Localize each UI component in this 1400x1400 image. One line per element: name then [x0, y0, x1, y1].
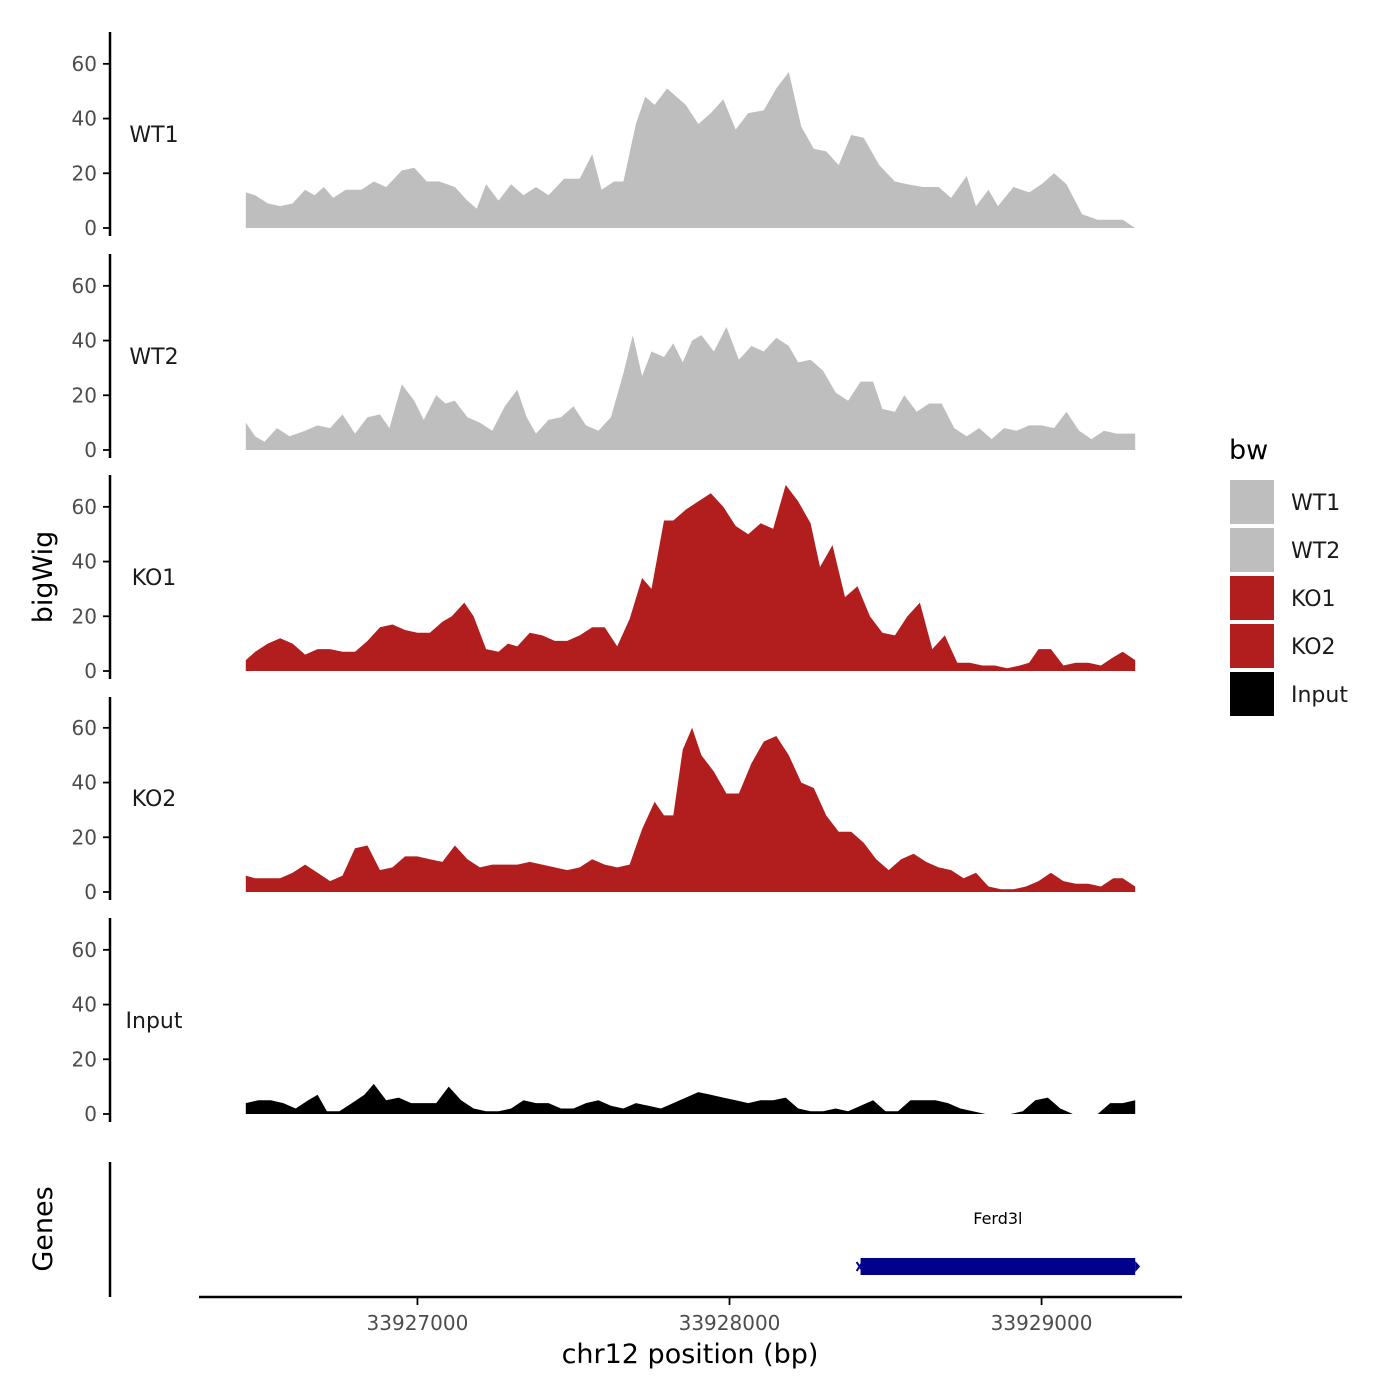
y-tick-label: 60 — [72, 495, 97, 519]
y-axis-title: bigWig — [28, 531, 59, 624]
track-wt2: 0 20 40 60 WT2 — [72, 254, 1136, 462]
x-tick-label: 33927000 — [367, 1311, 469, 1335]
track-label-input: Input — [126, 1009, 183, 1034]
y-tick-label: 20 — [72, 825, 97, 849]
x-tick-label: 33928000 — [679, 1311, 781, 1335]
legend-label-ko1: KO1 — [1291, 587, 1336, 612]
y-tick-label: 60 — [72, 938, 97, 962]
legend-label-ko2: KO2 — [1291, 635, 1336, 660]
legend-item-wt2: WT2 — [1230, 528, 1340, 572]
x-axis-title: chr12 position (bp) — [562, 1339, 819, 1370]
track-label-ko1: KO1 — [132, 566, 177, 591]
y-tick-label: 0 — [84, 216, 97, 240]
signal-area-wt2 — [245, 326, 1136, 450]
y-tick-label: 40 — [72, 550, 97, 574]
legend-key-ko1 — [1230, 576, 1274, 620]
y-tick-label: 20 — [72, 161, 97, 185]
y-tick-label: 0 — [84, 880, 97, 904]
y-tick-label: 0 — [84, 659, 97, 683]
gene-strand-arrow — [1135, 1261, 1141, 1272]
legend-label-wt2: WT2 — [1291, 539, 1340, 564]
legend-key-wt2 — [1230, 528, 1274, 572]
y-tick-label: 40 — [72, 329, 97, 353]
legend-label-input: Input — [1291, 683, 1348, 708]
track-ko2: 0 20 40 60 KO2 — [72, 697, 1136, 904]
track-wt1: 0 20 40 60 WT1 — [72, 32, 1136, 240]
legend-title: bw — [1229, 435, 1268, 466]
signal-area-wt1 — [245, 72, 1136, 228]
track-input: 0 20 40 60 Input — [72, 918, 1136, 1126]
signal-area-input — [245, 1083, 1136, 1114]
signal-area-ko1 — [245, 484, 1136, 671]
gene-ferd3l: Ferd3l — [855, 1209, 1141, 1275]
genes-track-title: Genes — [28, 1186, 59, 1271]
genes-track: Genes Ferd3l — [28, 1162, 1141, 1297]
y-tick-label: 60 — [72, 274, 97, 298]
y-tick-label: 20 — [72, 383, 97, 407]
legend: bw WT1 WT2 KO1 KO2 Input — [1229, 435, 1348, 716]
y-tick-label: 20 — [72, 1047, 97, 1071]
gene-label-ferd3l: Ferd3l — [973, 1209, 1022, 1228]
legend-key-wt1 — [1230, 480, 1274, 524]
track-label-wt1: WT1 — [129, 123, 178, 148]
legend-item-ko2: KO2 — [1230, 624, 1336, 668]
x-tick-label: 33929000 — [991, 1311, 1093, 1335]
y-tick-label: 60 — [72, 52, 97, 76]
y-tick-label: 60 — [72, 716, 97, 740]
y-tick-label: 20 — [72, 604, 97, 628]
legend-item-wt1: WT1 — [1230, 480, 1340, 524]
legend-label-wt1: WT1 — [1291, 491, 1340, 516]
track-label-wt2: WT2 — [129, 345, 178, 370]
y-tick-label: 40 — [72, 993, 97, 1017]
gene-start-marker — [855, 1261, 864, 1272]
x-axis: chr12 position (bp) 33927000 33928000 3392… — [199, 1295, 1182, 1370]
signal-tracks: 0 20 40 60 WT1 0 20 40 60 WT2 0 20 40 60 KO1 0 20 40 60 KO2… — [72, 32, 1136, 1126]
track-ko1: 0 20 40 60 KO1 — [72, 475, 1136, 683]
legend-item-ko1: KO1 — [1230, 576, 1336, 620]
y-tick-label: 40 — [72, 107, 97, 131]
y-tick-label: 0 — [84, 438, 97, 462]
legend-key-input — [1230, 672, 1274, 716]
track-label-ko2: KO2 — [132, 787, 177, 812]
legend-item-input: Input — [1230, 672, 1348, 716]
y-tick-label: 0 — [84, 1102, 97, 1126]
gene-body — [860, 1258, 1136, 1275]
legend-key-ko2 — [1230, 624, 1274, 668]
signal-area-ko2 — [245, 727, 1136, 892]
y-tick-label: 40 — [72, 771, 97, 795]
